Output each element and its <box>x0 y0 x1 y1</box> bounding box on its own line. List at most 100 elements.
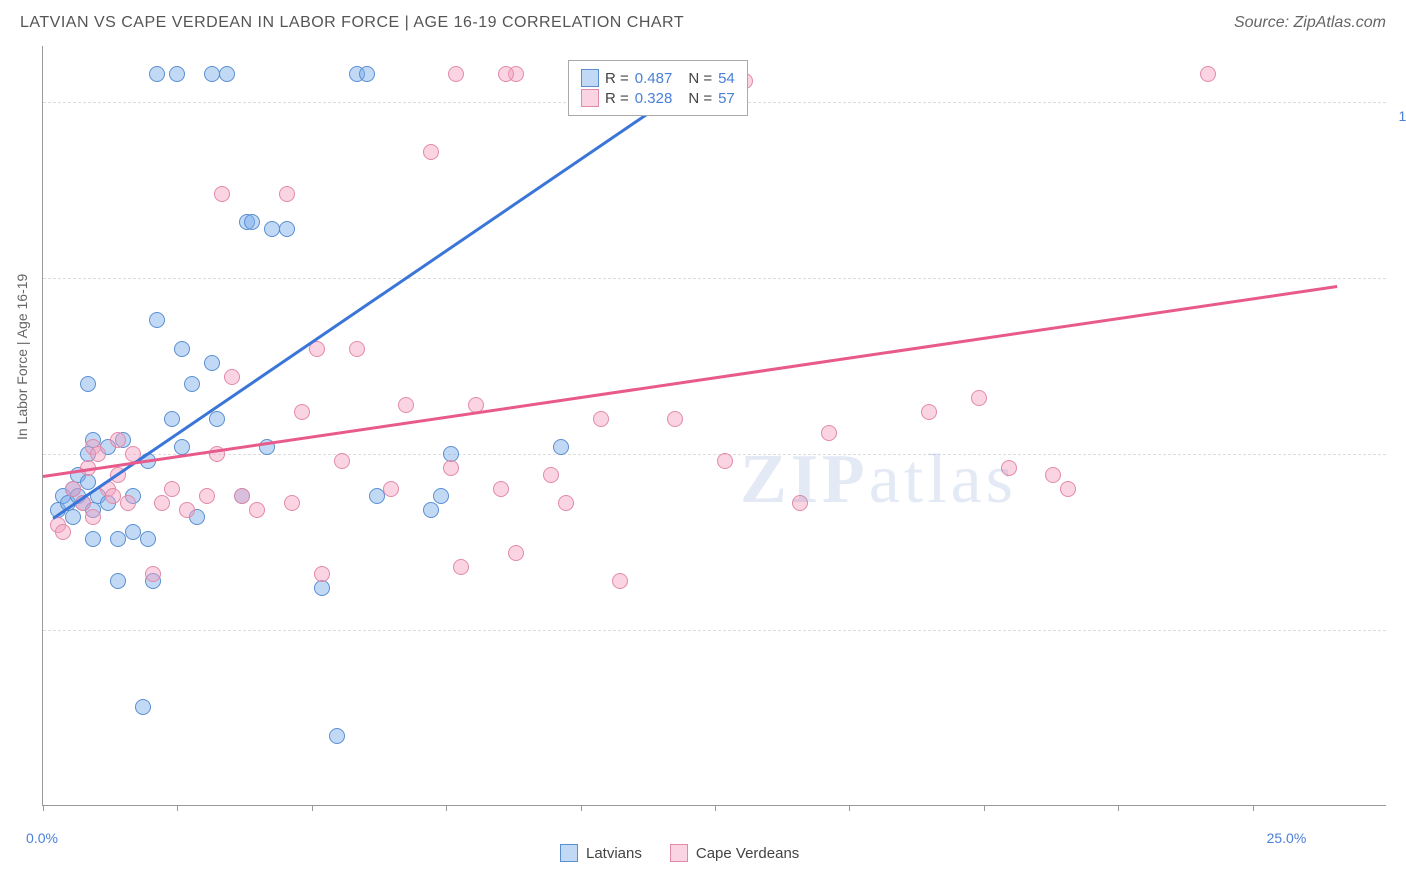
x-tick-mark <box>1253 805 1254 811</box>
gridline <box>43 630 1386 631</box>
data-point <box>1060 481 1076 497</box>
x-tick-mark <box>984 805 985 811</box>
data-point <box>244 214 260 230</box>
data-point <box>264 221 280 237</box>
data-point <box>154 495 170 511</box>
data-point <box>359 66 375 82</box>
data-point <box>329 728 345 744</box>
data-point <box>65 509 81 525</box>
legend-stats-row: R = 0.328 N = 57 <box>581 89 735 107</box>
data-point <box>423 502 439 518</box>
legend-series-label: Latvians <box>586 845 642 862</box>
data-point <box>383 481 399 497</box>
legend-stats-row: R = 0.487N = 54 <box>581 69 735 87</box>
legend-swatch <box>581 69 599 87</box>
data-point <box>179 502 195 518</box>
x-tick-mark <box>715 805 716 811</box>
legend-n-value: 57 <box>718 90 735 107</box>
data-point <box>667 411 683 427</box>
legend-series: Latvians Cape Verdeans <box>560 844 799 862</box>
legend-series-item: Cape Verdeans <box>670 844 799 862</box>
data-point <box>199 488 215 504</box>
gridline <box>43 454 1386 455</box>
data-point <box>149 66 165 82</box>
data-point <box>224 369 240 385</box>
data-point <box>612 573 628 589</box>
gridline <box>43 278 1386 279</box>
source-label: Source: ZipAtlas.com <box>1234 14 1386 32</box>
data-point <box>593 411 609 427</box>
legend-swatch <box>670 844 688 862</box>
data-point <box>453 559 469 575</box>
legend-n-label: N = <box>688 90 712 107</box>
data-point <box>184 376 200 392</box>
data-point <box>164 411 180 427</box>
legend-series-item: Latvians <box>560 844 642 862</box>
data-point <box>174 341 190 357</box>
data-point <box>1045 467 1061 483</box>
data-point <box>169 66 185 82</box>
data-point <box>219 66 235 82</box>
trend-line <box>52 60 725 519</box>
data-point <box>921 404 937 420</box>
data-point <box>443 460 459 476</box>
data-point <box>55 524 71 540</box>
watermark: ZIPatlas <box>740 440 1017 520</box>
data-point <box>110 531 126 547</box>
chart-area: 25.0%50.0%75.0%100.0% <box>42 46 1386 806</box>
legend-r-label: R = <box>605 90 629 107</box>
data-point <box>398 397 414 413</box>
y-tick-label: 100.0% <box>1399 108 1406 124</box>
data-point <box>105 488 121 504</box>
data-point <box>543 467 559 483</box>
data-point <box>120 495 136 511</box>
data-point <box>279 221 295 237</box>
data-point <box>423 144 439 160</box>
data-point <box>204 66 220 82</box>
data-point <box>433 488 449 504</box>
data-point <box>164 481 180 497</box>
chart-title: LATVIAN VS CAPE VERDEAN IN LABOR FORCE |… <box>20 14 684 32</box>
x-tick-mark <box>177 805 178 811</box>
legend-n-label: N = <box>688 70 712 87</box>
legend-series-label: Cape Verdeans <box>696 845 799 862</box>
y-axis-label: In Labor Force | Age 16-19 <box>14 274 30 440</box>
data-point <box>110 573 126 589</box>
legend-swatch <box>560 844 578 862</box>
legend-r-value: 0.328 <box>635 90 673 107</box>
data-point <box>314 566 330 582</box>
data-point <box>204 355 220 371</box>
x-tick-mark <box>43 805 44 811</box>
legend-swatch <box>581 89 599 107</box>
data-point <box>821 425 837 441</box>
x-tick-mark <box>849 805 850 811</box>
data-point <box>448 66 464 82</box>
data-point <box>493 481 509 497</box>
data-point <box>140 531 156 547</box>
data-point <box>717 453 733 469</box>
data-point <box>65 481 81 497</box>
data-point <box>209 411 225 427</box>
x-tick-label: 25.0% <box>1267 830 1307 846</box>
data-point <box>234 488 250 504</box>
data-point <box>284 495 300 511</box>
legend-stats: R = 0.487N = 54R = 0.328N = 57 <box>568 60 748 116</box>
data-point <box>349 341 365 357</box>
data-point <box>80 376 96 392</box>
data-point <box>508 545 524 561</box>
x-tick-mark <box>581 805 582 811</box>
data-point <box>149 312 165 328</box>
data-point <box>145 566 161 582</box>
data-point <box>971 390 987 406</box>
x-tick-label: 0.0% <box>26 830 58 846</box>
data-point <box>110 432 126 448</box>
data-point <box>249 502 265 518</box>
data-point <box>558 495 574 511</box>
legend-r-label: R = <box>605 70 629 87</box>
data-point <box>314 580 330 596</box>
data-point <box>85 531 101 547</box>
data-point <box>334 453 350 469</box>
x-tick-mark <box>446 805 447 811</box>
data-point <box>135 699 151 715</box>
data-point <box>214 186 230 202</box>
